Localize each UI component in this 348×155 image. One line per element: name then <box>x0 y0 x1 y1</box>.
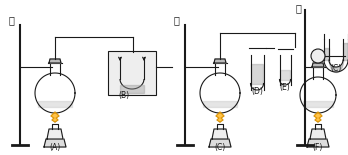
Polygon shape <box>312 63 324 67</box>
Text: (A): (A) <box>49 143 61 152</box>
Text: (C): (C) <box>330 64 342 73</box>
Text: 丙: 丙 <box>296 3 302 13</box>
Polygon shape <box>214 59 226 63</box>
Polygon shape <box>280 69 290 80</box>
Polygon shape <box>324 48 329 60</box>
Text: (B): (B) <box>118 91 129 100</box>
Circle shape <box>311 49 325 63</box>
Polygon shape <box>216 112 224 122</box>
Text: (C): (C) <box>214 143 226 152</box>
Text: 甲: 甲 <box>9 15 15 25</box>
Polygon shape <box>120 85 144 93</box>
Polygon shape <box>209 139 231 147</box>
Text: (F): (F) <box>313 143 323 152</box>
Text: 乙: 乙 <box>174 15 180 25</box>
Text: (E): (E) <box>280 83 290 92</box>
Polygon shape <box>47 129 63 139</box>
FancyBboxPatch shape <box>108 51 156 95</box>
Polygon shape <box>49 59 61 63</box>
Polygon shape <box>251 64 263 84</box>
Polygon shape <box>343 43 348 60</box>
Polygon shape <box>310 129 326 139</box>
Polygon shape <box>212 129 228 139</box>
Polygon shape <box>314 112 322 122</box>
Polygon shape <box>307 139 329 147</box>
Polygon shape <box>51 112 59 122</box>
Text: (D): (D) <box>251 87 263 96</box>
Polygon shape <box>44 139 66 147</box>
